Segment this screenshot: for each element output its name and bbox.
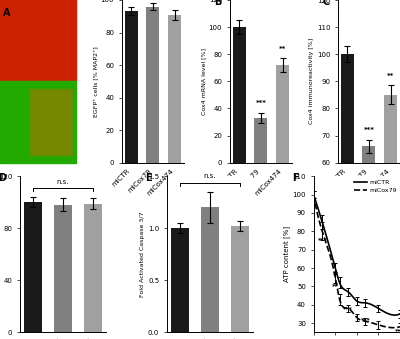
Y-axis label: Cox4 immunoreactivity [%]: Cox4 immunoreactivity [%] (309, 38, 314, 124)
miCTR (392, 313, 397, 317)
miCTR (398, 312, 400, 316)
Text: F: F (292, 173, 299, 183)
Bar (24, 202, 42, 332)
Bar (30, 89, 72, 155)
miCox79 (315, 211, 320, 215)
Bar (84, 203, 102, 332)
Text: n.s.: n.s. (57, 179, 70, 185)
Text: D: D (0, 173, 6, 183)
Legend: miCTR, miCox79: miCTR, miCox79 (354, 179, 397, 193)
miCTR (334, 271, 339, 275)
Text: ***: *** (364, 127, 374, 133)
Y-axis label: Cox4 mRNA level [%]: Cox4 mRNA level [%] (201, 48, 206, 115)
Bar (30, 89, 72, 155)
Bar (125, 12, 138, 163)
Text: **: ** (387, 73, 394, 79)
Bar (54, 205, 72, 332)
Bar (171, 228, 189, 332)
Bar (362, 146, 376, 325)
Text: E: E (145, 173, 152, 183)
Line: miCTR: miCTR (314, 195, 400, 315)
Text: B: B (214, 0, 222, 7)
Line: miCox79: miCox79 (314, 195, 400, 328)
Y-axis label: ATP content [%]: ATP content [%] (283, 226, 290, 282)
Text: ***: *** (317, 237, 327, 242)
miCox79 (334, 283, 339, 287)
Bar (276, 65, 289, 163)
miCox79 (327, 252, 332, 256)
miCox79 (398, 325, 400, 329)
miCTR (315, 203, 320, 207)
Text: C: C (322, 0, 330, 7)
Text: ***: *** (343, 306, 353, 312)
miCox79 (394, 325, 398, 330)
miCox79 (390, 326, 395, 330)
Bar (0, 81, 76, 163)
Bar (233, 27, 246, 163)
Bar (168, 15, 181, 163)
Bar (254, 118, 268, 163)
Text: **: ** (332, 283, 338, 288)
Text: ***: *** (395, 328, 400, 334)
Text: n.s.: n.s. (204, 174, 216, 179)
Bar (384, 95, 397, 325)
Bar (341, 54, 354, 325)
miCTR (316, 209, 321, 213)
Text: **: ** (279, 46, 286, 52)
Bar (146, 6, 160, 163)
miCTR (327, 246, 332, 250)
miCox79 (316, 218, 321, 222)
Y-axis label: Fold Activated Caspase 3/7: Fold Activated Caspase 3/7 (140, 212, 145, 297)
Text: ***: *** (360, 318, 370, 322)
miCTR (390, 313, 395, 317)
Bar (231, 226, 249, 332)
miCTR (311, 193, 316, 197)
Bar (0, 0, 76, 81)
Y-axis label: EGFP⁺ cells [% MAP2⁺]: EGFP⁺ cells [% MAP2⁺] (93, 46, 98, 117)
Bar (201, 207, 219, 332)
Text: A: A (3, 8, 10, 18)
miCTR (394, 313, 398, 317)
miCox79 (311, 193, 316, 197)
Text: ***: *** (256, 100, 266, 106)
miCox79 (391, 326, 396, 330)
